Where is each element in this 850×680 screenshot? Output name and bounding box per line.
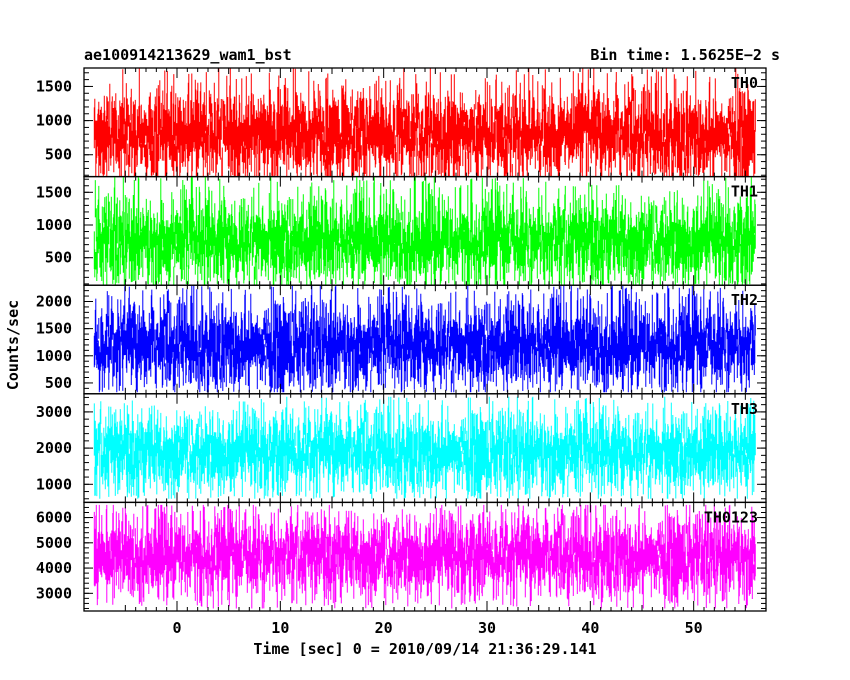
panel-label: TH2 bbox=[731, 291, 758, 309]
panel-th3: 1000 2000 3000 TH3 bbox=[36, 393, 767, 504]
y-tick-label: 500 bbox=[45, 249, 72, 267]
y-tick-label: 2000 bbox=[36, 439, 72, 457]
y-tick-label: 1000 bbox=[36, 475, 72, 493]
y-tick-label: 1000 bbox=[36, 347, 72, 365]
x-tick-label: 20 bbox=[375, 619, 393, 637]
x-tick-label: 10 bbox=[271, 619, 289, 637]
series-th3 bbox=[93, 396, 756, 499]
x-tick-label: 40 bbox=[581, 619, 599, 637]
y-tick-label: 5000 bbox=[36, 534, 72, 552]
panel-label: TH0123 bbox=[704, 508, 758, 526]
panels-group: 500 1000 1500 TH0 500 1000 1500 TH1 500 1000 1500 2… bbox=[36, 67, 767, 612]
bin-time-label: Bin time: 1.5625E−2 s bbox=[590, 46, 780, 64]
x-tick-label: 0 bbox=[172, 619, 181, 637]
series-th2 bbox=[93, 285, 756, 393]
y-tick-label: 1500 bbox=[36, 183, 72, 201]
y-tick-label: 3000 bbox=[36, 584, 72, 602]
panel-th1: 500 1000 1500 TH1 bbox=[36, 175, 767, 286]
series-th0 bbox=[93, 68, 756, 177]
y-tick-label: 1000 bbox=[36, 112, 72, 130]
panel-th2: 500 1000 1500 2000 TH2 bbox=[36, 284, 767, 395]
series-th0123 bbox=[93, 504, 756, 609]
y-tick-label: 1000 bbox=[36, 216, 72, 234]
x-axis-label: Time [sec] 0 = 2010/09/14 21:36:29.141 bbox=[253, 640, 596, 658]
panel-label: TH1 bbox=[731, 183, 758, 201]
y-tick-label: 500 bbox=[45, 146, 72, 164]
x-axis-group: 0 10 20 30 40 50 bbox=[172, 619, 702, 637]
figure-title: ae100914213629_wam1_bst bbox=[84, 46, 292, 64]
x-tick-label: 30 bbox=[478, 619, 496, 637]
y-tick-label: 3000 bbox=[36, 403, 72, 421]
y-tick-label: 1500 bbox=[36, 77, 72, 95]
panel-label: TH0 bbox=[731, 74, 758, 92]
y-axis-label: Counts/sec bbox=[4, 300, 22, 390]
panel-label: TH3 bbox=[731, 400, 758, 418]
y-tick-label: 1500 bbox=[36, 320, 72, 338]
x-tick-label: 50 bbox=[685, 619, 703, 637]
y-tick-label: 6000 bbox=[36, 509, 72, 527]
y-tick-label: 2000 bbox=[36, 292, 72, 310]
series-th1 bbox=[93, 176, 756, 286]
panel-th0123: 3000 4000 5000 6000 TH0123 bbox=[36, 501, 767, 612]
y-tick-label: 4000 bbox=[36, 559, 72, 577]
panel-th0: 500 1000 1500 TH0 bbox=[36, 67, 767, 178]
y-tick-label: 500 bbox=[45, 374, 72, 392]
